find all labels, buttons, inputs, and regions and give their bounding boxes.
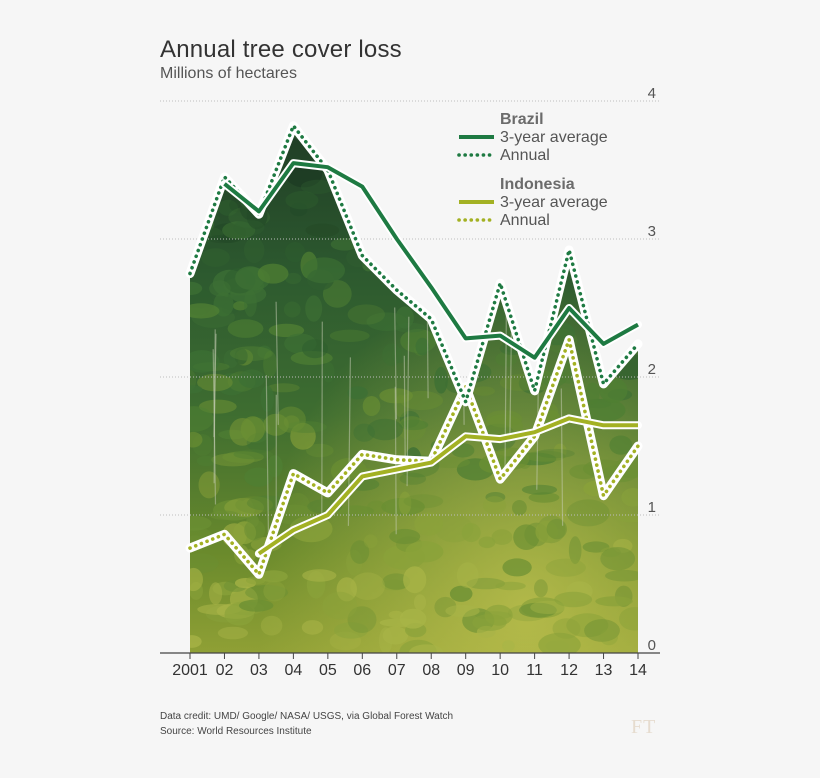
legend-label-indonesia-annual: Annual <box>500 212 550 229</box>
y-axis-ticks: 0 1 2 3 4 <box>648 85 656 654</box>
x-tick-label-2001: 2001 <box>172 662 208 679</box>
legend-label-brazil-3-year-average: 3-year average <box>500 129 608 146</box>
x-tick-label-05: 05 <box>319 662 337 679</box>
y-tick-label-2: 2 <box>648 361 656 378</box>
y-tick-label-0: 0 <box>648 637 656 654</box>
y-tick-label-4: 4 <box>648 85 656 102</box>
y-tick-label-1: 1 <box>648 499 656 516</box>
data-credit: Data credit: UMD/ Google/ NASA/ USGS, vi… <box>160 711 453 722</box>
x-tick-label-08: 08 <box>422 662 440 679</box>
x-tick-label-10: 10 <box>491 662 509 679</box>
x-tick-label-13: 13 <box>595 662 613 679</box>
x-tick-label-11: 11 <box>526 662 543 679</box>
x-axis-ticks: 2001 02 03 04 05 06 07 08 09 10 11 12 13 14 <box>172 653 647 679</box>
legend-heading-indonesia: Indonesia <box>500 176 575 193</box>
x-tick-label-04: 04 <box>284 662 302 679</box>
ft-logo: FT <box>631 716 656 739</box>
x-tick-label-12: 12 <box>560 662 578 679</box>
x-tick-label-14: 14 <box>629 662 647 679</box>
legend-label-indonesia-3-year-average: 3-year average <box>500 194 608 211</box>
legend-label-brazil-annual: Annual <box>500 147 550 164</box>
legend-heading-brazil: Brazil <box>500 111 544 128</box>
x-tick-label-02: 02 <box>216 662 234 679</box>
x-tick-label-09: 09 <box>457 662 475 679</box>
y-tick-label-3: 3 <box>648 223 656 240</box>
x-tick-label-06: 06 <box>353 662 371 679</box>
source-note: Source: World Resources Institute <box>160 726 312 737</box>
x-tick-label-03: 03 <box>250 662 268 679</box>
x-tick-label-07: 07 <box>388 662 406 679</box>
